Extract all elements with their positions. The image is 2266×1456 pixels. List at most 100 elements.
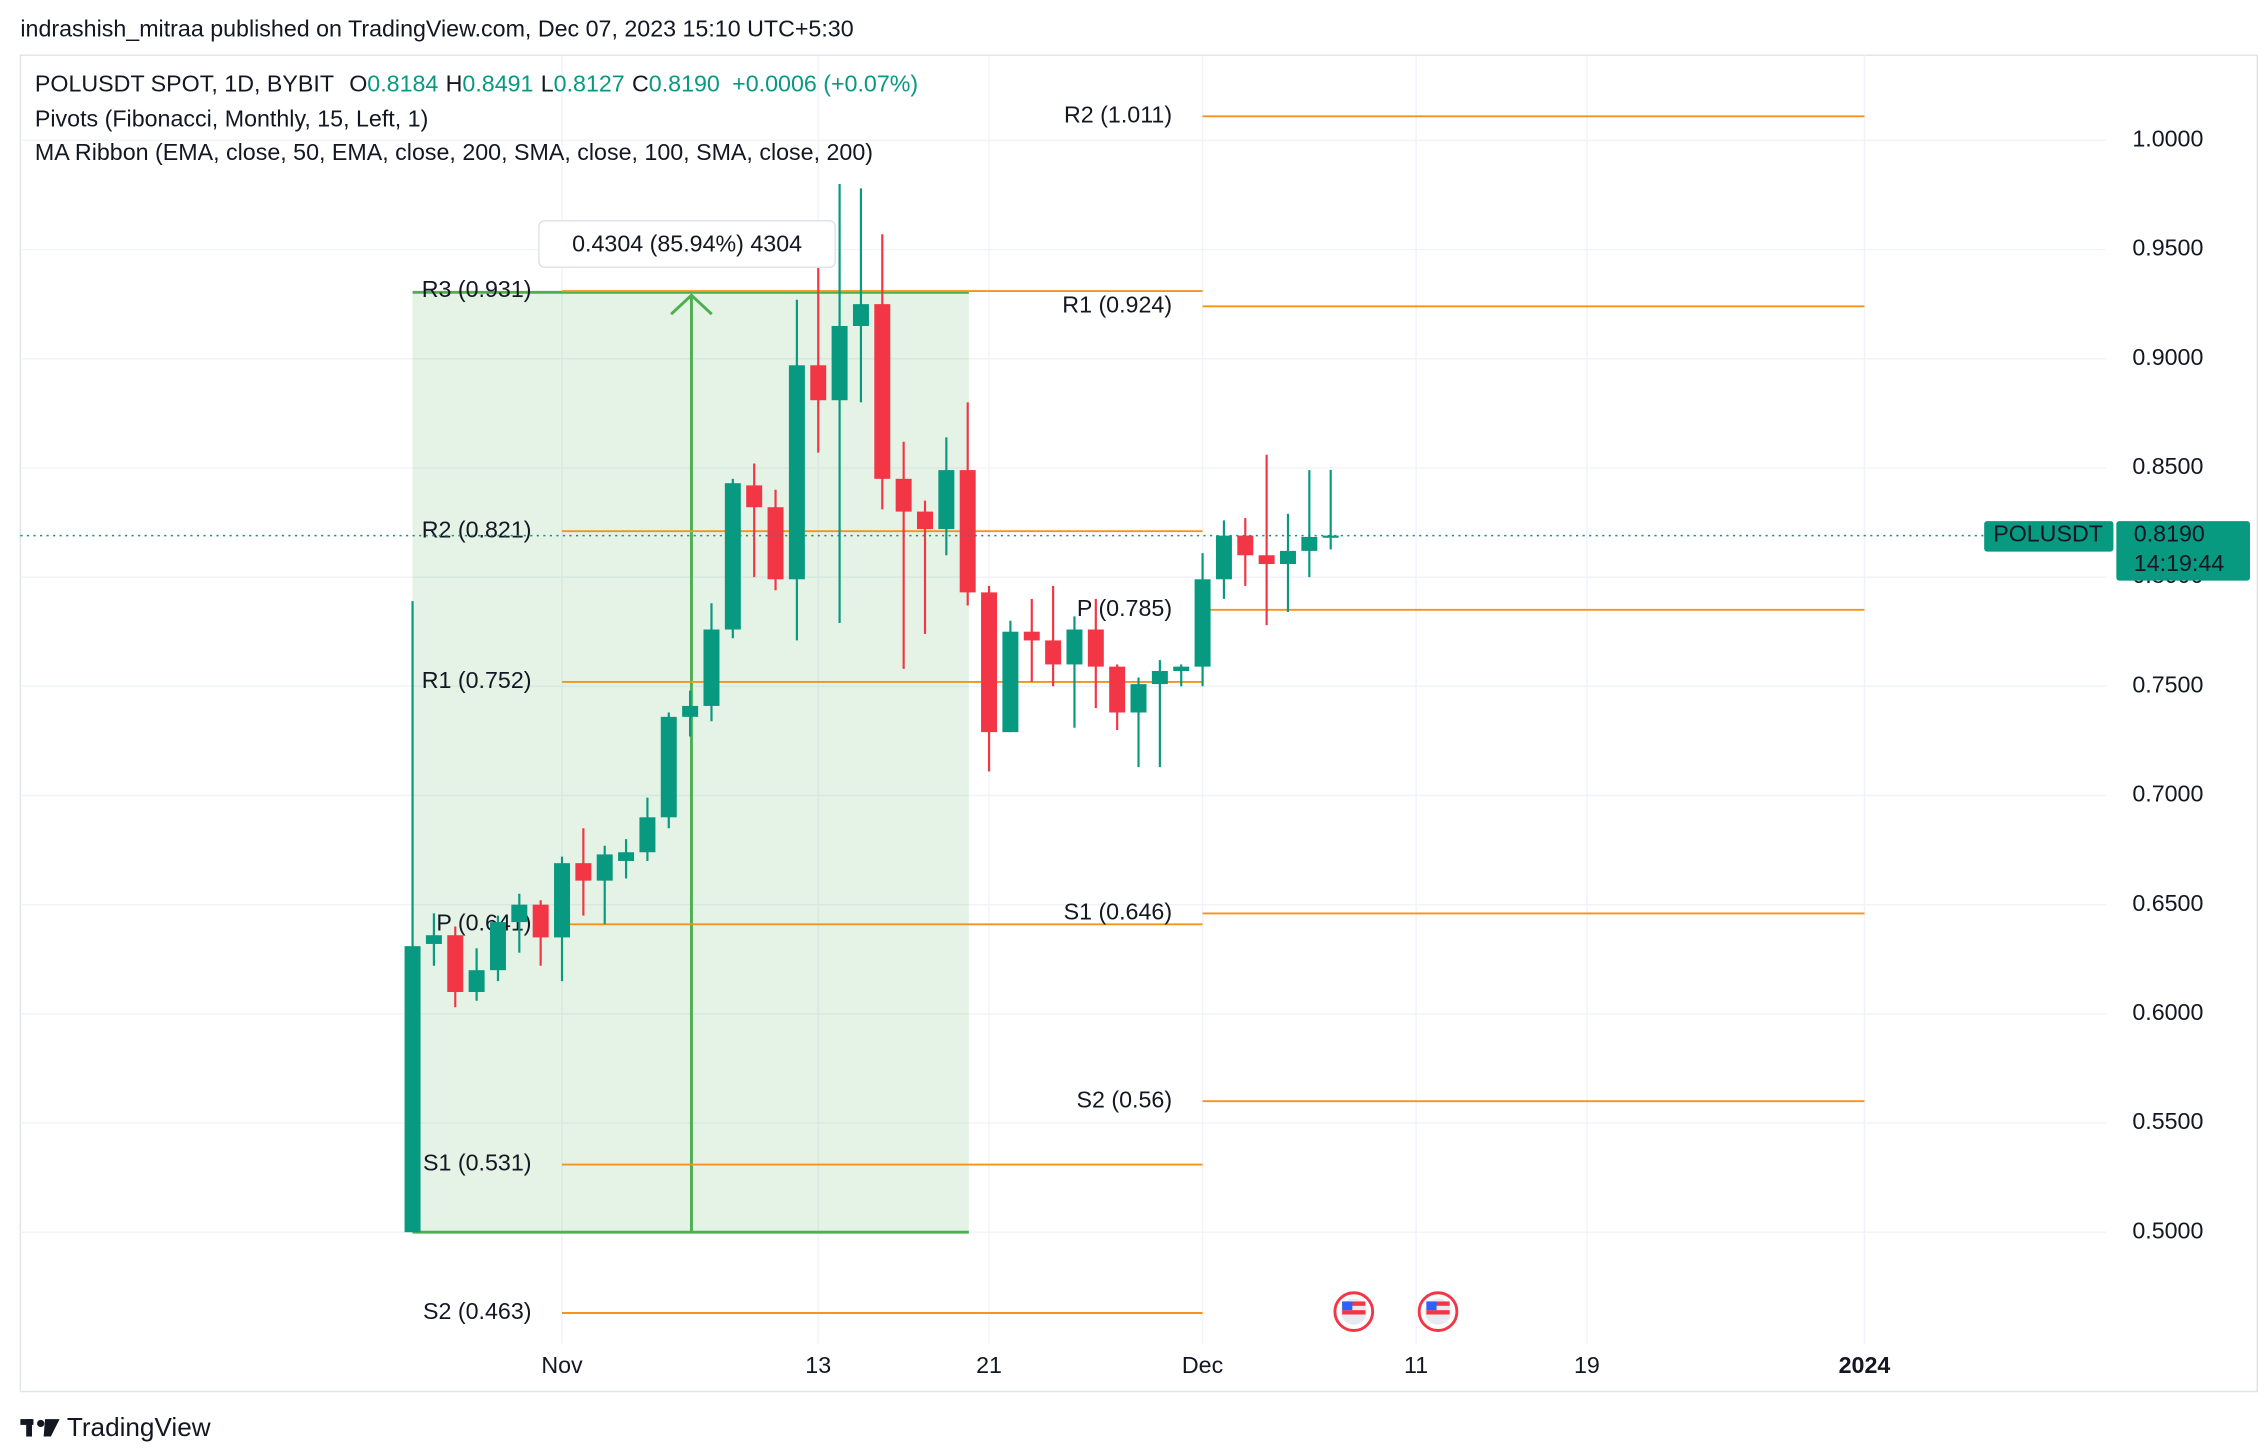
x-tick-label: 19 [1574, 1352, 1600, 1378]
candle-body [596, 854, 613, 881]
ohlc: O0.8184 H0.8491 L0.8127 C0.8190 [349, 71, 720, 97]
candle-body [852, 304, 869, 326]
y-tick-label: 0.5000 [2132, 1217, 2203, 1243]
ohlc-value: 0.8491 [462, 71, 533, 97]
y-tick-label: 0.9000 [2132, 344, 2203, 370]
y-tick-label: 0.9500 [2132, 235, 2203, 261]
ohlc-key: C [632, 71, 649, 97]
candle-body [767, 507, 784, 580]
pivots: R3 (0.931)R2 (0.821)R1 (0.752)P (0.641)S… [422, 101, 1865, 1324]
pivot-label: R3 (0.931) [422, 276, 532, 302]
candle-body [1194, 579, 1211, 667]
publisher: indrashish_mitraa published on TradingVi… [20, 16, 853, 42]
candle-body [639, 817, 656, 853]
candle-body [1215, 535, 1232, 580]
y-tick-label: 0.8500 [2132, 453, 2203, 479]
measure-label-box [538, 220, 836, 268]
x-tick-label: 13 [805, 1352, 831, 1378]
symbol-badge [1984, 521, 2114, 552]
ohlc-key: L [541, 71, 554, 97]
candles [404, 184, 1339, 1233]
ohlc-key: H [446, 71, 463, 97]
grid: 0.50000.55000.60000.65000.70000.75000.80… [20, 55, 2203, 1378]
x-tick-label: 21 [976, 1352, 1002, 1378]
ohlc-value: 0.8127 [554, 71, 625, 97]
candle-body [895, 478, 912, 512]
pivot-label: S1 (0.646) [1064, 899, 1173, 925]
y-tick-label: 0.5500 [2132, 1108, 2203, 1134]
pivot-label: R2 (0.821) [422, 516, 532, 542]
y-tick-label: 0.6500 [2132, 890, 2203, 916]
pivot-label: S2 (0.56) [1076, 1086, 1172, 1112]
x-tick-label: Dec [1182, 1352, 1223, 1378]
overlay: POLUSDT 0.8190 14:19:44 0.4304 (85.94%) 430… [20, 220, 2250, 581]
candle-body [1237, 535, 1254, 556]
candle-body [831, 325, 848, 401]
countdown: 14:19:44 [2134, 550, 2225, 576]
candle-body [917, 511, 933, 530]
y-tick-label: 1.0000 [2132, 126, 2203, 152]
ohlc-key: O [349, 71, 367, 97]
event-icon [1333, 1291, 1375, 1332]
candle-body [489, 922, 506, 971]
indicator: Pivots (Fibonacci, Monthly, 15, Left, 1) [35, 106, 428, 132]
change: +0.0006 (+0.07%) [732, 71, 918, 97]
candle-body [1258, 555, 1275, 564]
candle-body [404, 946, 421, 1233]
pivot-label: S2 (0.463) [423, 1298, 532, 1324]
symbol-badge-label: POLUSDT [1993, 521, 2103, 547]
candle-body [981, 592, 998, 733]
candle-body [554, 863, 571, 938]
x-tick-label: Nov [541, 1352, 583, 1378]
candle-body [788, 365, 805, 580]
indicator: MA Ribbon (EMA, close, 50, EMA, close, 2… [35, 139, 873, 165]
price-badge-label: 0.8190 [2134, 521, 2205, 547]
candle-body [682, 705, 699, 717]
price-badge [2116, 521, 2250, 581]
brand-logo [20, 1419, 60, 1437]
candle-body [1322, 535, 1339, 538]
measure-arrowhead [670, 293, 713, 316]
candle-body [1109, 666, 1126, 713]
candle-body [660, 716, 677, 818]
candle-body [810, 365, 827, 401]
symbol: POLUSDT SPOT, 1D, BYBIT [35, 71, 334, 97]
candle-body [1279, 550, 1296, 564]
pivot-label: R1 (0.924) [1062, 291, 1172, 317]
candle-body [959, 470, 976, 593]
legend-line: POLUSDT SPOT, 1D, BYBIT O0.8184 H0.8491 L0… [35, 71, 918, 97]
event-icon [1417, 1291, 1459, 1332]
candle-body [468, 970, 485, 993]
ohlc-value: 0.8190 [649, 71, 720, 97]
pivot-label: S1 (0.531) [423, 1150, 532, 1176]
candle-body [511, 904, 528, 923]
candle-body [1087, 629, 1104, 667]
y-tick-label: 0.6000 [2132, 999, 2203, 1025]
candle-body [1301, 536, 1318, 551]
candle-body [618, 852, 635, 861]
candle-body [575, 863, 592, 881]
y-tick-label: 0.7500 [2132, 671, 2203, 697]
x-tick-label: 11 [1404, 1352, 1428, 1378]
ohlc-value: 0.8184 [367, 71, 438, 97]
candle-body [425, 935, 442, 944]
pivot-label: R2 (1.011) [1064, 101, 1172, 127]
candle-body [447, 935, 464, 993]
candle-body [1130, 684, 1147, 713]
candle-body [1002, 631, 1019, 733]
candle-body [1045, 640, 1062, 665]
brand: TradingView [67, 1412, 211, 1442]
candle-body [532, 904, 549, 938]
candle-body [1023, 631, 1040, 641]
x-tick-label: 2024 [1839, 1352, 1891, 1378]
candle-body [1151, 670, 1168, 685]
pivot-label: R1 (0.752) [422, 667, 532, 693]
pivot-label: P (0.785) [1077, 595, 1172, 621]
candle-body [746, 485, 763, 508]
measure-label: 0.4304 (85.94%) 4304 [572, 231, 802, 257]
candle-body [724, 483, 741, 630]
candle-body [1066, 629, 1083, 665]
candle-body [938, 470, 955, 530]
